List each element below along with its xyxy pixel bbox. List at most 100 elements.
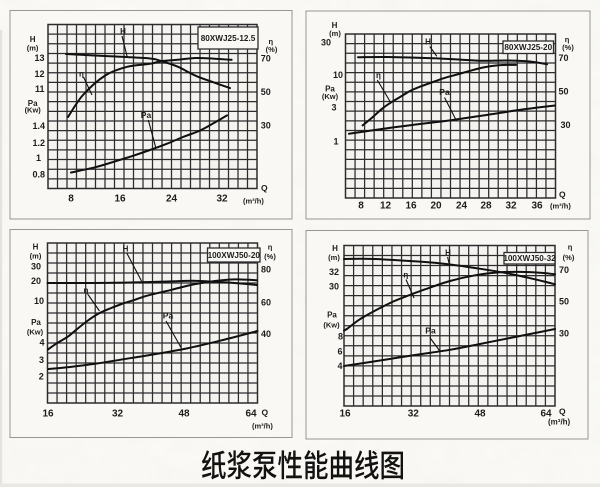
- svg-text:48: 48: [474, 409, 486, 420]
- svg-text:24: 24: [166, 194, 178, 205]
- svg-text:28: 28: [480, 201, 492, 212]
- svg-text:20: 20: [430, 201, 442, 212]
- svg-text:(m): (m): [329, 29, 341, 38]
- svg-text:70: 70: [559, 53, 569, 63]
- svg-text:Q: Q: [261, 183, 268, 193]
- svg-text:80: 80: [261, 264, 271, 274]
- svg-text:80XWJ25-20: 80XWJ25-20: [504, 43, 552, 52]
- svg-text:64: 64: [245, 409, 257, 420]
- svg-text:1: 1: [333, 136, 338, 146]
- svg-text:16: 16: [114, 194, 126, 205]
- svg-text:4: 4: [39, 338, 44, 348]
- svg-text:(Kw): (Kw): [27, 328, 44, 337]
- svg-text:H: H: [332, 244, 338, 253]
- svg-text:3: 3: [331, 103, 336, 113]
- svg-text:1.4: 1.4: [32, 121, 45, 131]
- svg-text:η: η: [565, 35, 570, 44]
- svg-text:η: η: [403, 271, 408, 280]
- svg-text:60: 60: [261, 297, 271, 307]
- svg-text:30: 30: [31, 262, 41, 272]
- svg-text:η: η: [79, 70, 84, 79]
- svg-text:(Kw): (Kw): [25, 106, 42, 115]
- svg-text:(%): (%): [266, 45, 278, 54]
- svg-text:50: 50: [559, 296, 569, 306]
- svg-text:Pa: Pa: [325, 85, 335, 94]
- svg-text:(Kw): (Kw): [323, 320, 340, 329]
- svg-text:Q: Q: [559, 407, 566, 417]
- svg-text:8: 8: [338, 332, 343, 342]
- svg-text:η: η: [568, 242, 573, 251]
- svg-text:Pa: Pa: [141, 110, 152, 120]
- svg-text:50: 50: [261, 87, 271, 97]
- svg-text:100XWJ50-20: 100XWJ50-20: [208, 251, 261, 260]
- svg-text:2: 2: [39, 372, 44, 382]
- svg-text:32: 32: [408, 409, 420, 420]
- svg-text:8: 8: [68, 194, 74, 205]
- svg-text:(m): (m): [328, 253, 340, 262]
- svg-text:H: H: [332, 21, 338, 30]
- svg-text:H: H: [30, 35, 36, 44]
- svg-text:η: η: [84, 286, 89, 295]
- svg-text:(%): (%): [562, 43, 574, 52]
- svg-text:50: 50: [559, 87, 569, 97]
- svg-text:30: 30: [561, 120, 571, 130]
- svg-text:40: 40: [261, 329, 271, 339]
- svg-text:η: η: [269, 37, 274, 46]
- svg-text:70: 70: [559, 265, 569, 275]
- svg-text:16: 16: [42, 409, 54, 420]
- svg-text:(m³/h): (m³/h): [550, 202, 571, 211]
- svg-text:Q: Q: [559, 190, 566, 200]
- svg-text:70: 70: [261, 53, 271, 63]
- svg-text:10: 10: [333, 70, 343, 80]
- svg-text:32: 32: [505, 201, 517, 212]
- svg-text:32: 32: [329, 267, 339, 277]
- svg-text:6: 6: [337, 347, 342, 357]
- svg-text:4: 4: [337, 361, 342, 371]
- svg-text:(m): (m): [27, 43, 39, 52]
- svg-text:H: H: [445, 248, 451, 257]
- svg-text:(m³/h): (m³/h): [243, 197, 264, 206]
- svg-text:(%): (%): [563, 253, 575, 262]
- svg-text:100XWJ50-32: 100XWJ50-32: [503, 254, 556, 263]
- svg-text:32: 32: [216, 194, 228, 205]
- svg-text:0.8: 0.8: [32, 170, 45, 180]
- svg-text:20: 20: [31, 276, 41, 286]
- svg-text:Pa: Pa: [28, 99, 38, 108]
- svg-text:(%): (%): [264, 252, 276, 261]
- svg-text:1.2: 1.2: [32, 138, 45, 148]
- svg-text:H: H: [425, 38, 431, 47]
- svg-text:Pa: Pa: [31, 318, 41, 327]
- svg-text:30: 30: [559, 328, 569, 338]
- svg-text:64: 64: [540, 409, 552, 420]
- svg-text:80XWJ25-12.5: 80XWJ25-12.5: [201, 34, 256, 43]
- svg-text:8: 8: [358, 201, 364, 212]
- svg-text:Pa: Pa: [163, 310, 174, 320]
- svg-text:30: 30: [329, 281, 339, 291]
- svg-text:32: 32: [112, 409, 124, 420]
- svg-text:H: H: [33, 242, 39, 251]
- svg-text:30: 30: [321, 37, 331, 47]
- svg-text:13: 13: [34, 53, 44, 63]
- svg-text:H: H: [123, 245, 129, 254]
- svg-text:η: η: [268, 242, 273, 251]
- svg-text:Pa: Pa: [327, 310, 337, 319]
- svg-text:16: 16: [405, 201, 417, 212]
- svg-text:η: η: [376, 71, 381, 80]
- svg-text:(Kw): (Kw): [322, 92, 339, 101]
- svg-text:1: 1: [36, 153, 41, 163]
- svg-text:(m³/h): (m³/h): [548, 418, 571, 427]
- svg-text:H: H: [120, 27, 126, 36]
- svg-text:3: 3: [39, 355, 44, 365]
- svg-text:(m): (m): [30, 251, 42, 260]
- svg-text:30: 30: [261, 120, 271, 130]
- svg-text:(m³/h): (m³/h): [252, 422, 273, 431]
- svg-text:Pa: Pa: [439, 87, 450, 97]
- svg-text:24: 24: [456, 201, 468, 212]
- svg-text:11: 11: [35, 84, 45, 94]
- svg-text:Pa: Pa: [425, 325, 436, 335]
- svg-text:36: 36: [531, 201, 543, 212]
- svg-text:48: 48: [178, 409, 190, 420]
- svg-text:Q: Q: [262, 408, 269, 418]
- svg-text:12: 12: [34, 69, 44, 79]
- svg-text:10: 10: [34, 296, 44, 306]
